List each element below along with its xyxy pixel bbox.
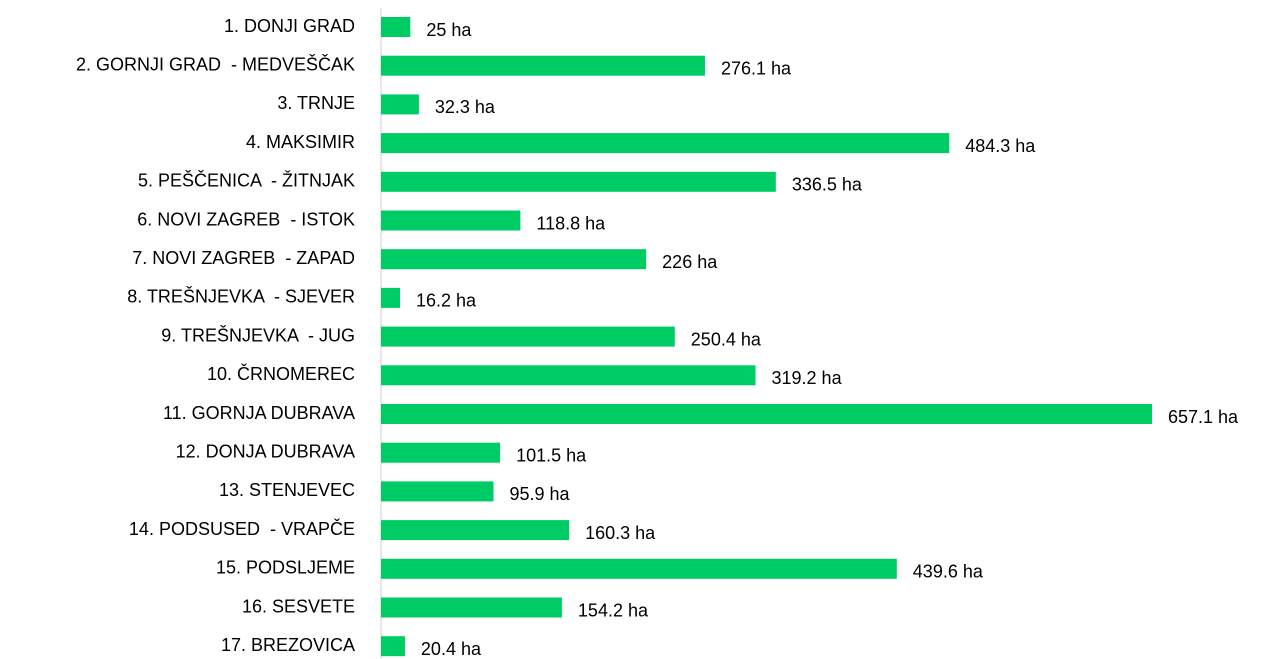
category-label: 2. GORNJI GRAD - MEDVEŠČAK — [76, 53, 355, 74]
data-label: 25 ha — [426, 20, 472, 40]
data-label: 154.2 ha — [578, 600, 649, 620]
data-label: 439.6 ha — [913, 562, 984, 582]
bar — [381, 520, 570, 541]
category-label: 6. NOVI ZAGREB - ISTOK — [137, 209, 355, 229]
category-label: 10. ČRNOMEREC — [207, 363, 355, 384]
category-label: 1. DONJI GRAD — [224, 16, 355, 36]
bar — [381, 17, 411, 37]
category-label: 13. STENJEVEC — [219, 480, 355, 500]
bar — [381, 365, 756, 386]
category-label: 4. MAKSIMIR — [246, 132, 355, 152]
data-label: 32.3 ha — [435, 97, 496, 117]
data-label: 250.4 ha — [691, 329, 762, 349]
data-label: 484.3 ha — [965, 136, 1036, 156]
category-label: 14. PODSUSED - VRAPČE — [129, 518, 355, 539]
data-label: 319.2 ha — [772, 368, 843, 388]
category-label: 11. GORNJA DUBRAVA — [163, 403, 355, 423]
bar — [381, 249, 647, 270]
data-label: 226 ha — [662, 252, 718, 272]
bar — [381, 636, 405, 657]
data-label: 118.8 ha — [536, 213, 606, 233]
category-label: 8. TREŠNJEVKA - SJEVER — [127, 286, 355, 307]
data-label: 101.5 ha — [516, 445, 587, 465]
bar — [381, 171, 776, 192]
data-label: 336.5 ha — [792, 175, 863, 195]
data-label: 160.3 ha — [585, 523, 656, 543]
bar — [381, 597, 562, 618]
bar — [381, 326, 675, 347]
bar — [381, 404, 1152, 424]
bar — [381, 481, 494, 502]
bar — [381, 558, 897, 579]
category-label: 17. BREZOVICA — [221, 635, 355, 655]
data-label: 657.1 ha — [1168, 407, 1239, 427]
category-label: 12. DONJA DUBRAVA — [176, 441, 355, 461]
bar — [381, 287, 401, 308]
bar — [381, 94, 419, 115]
data-label: 95.9 ha — [510, 484, 571, 504]
category-label: 15. PODSLJEME — [216, 558, 355, 578]
bar — [381, 210, 521, 231]
category-label: 3. TRNJE — [277, 93, 355, 113]
data-label: 20.4 ha — [421, 639, 482, 659]
category-label: 9. TREŠNJEVKA - JUG — [161, 324, 355, 345]
data-label: 276.1 ha — [721, 58, 792, 78]
data-label: 16.2 ha — [416, 291, 477, 311]
bar — [381, 133, 950, 154]
bar — [381, 55, 705, 76]
category-label: 16. SESVETE — [242, 596, 355, 616]
bar — [381, 442, 501, 463]
category-label: 7. NOVI ZAGREB - ZAPAD — [132, 248, 355, 268]
category-label: 5. PEŠČENICA - ŽITNJAK — [138, 170, 355, 191]
